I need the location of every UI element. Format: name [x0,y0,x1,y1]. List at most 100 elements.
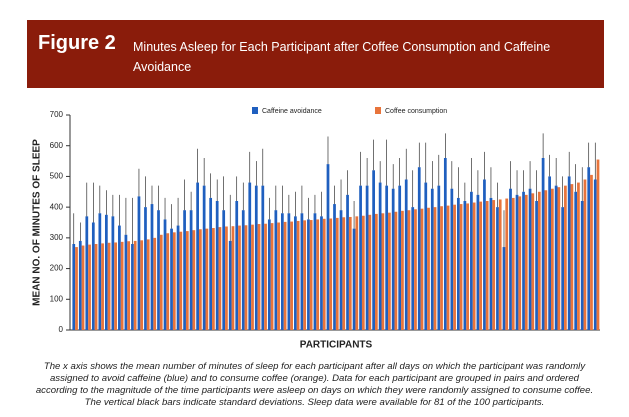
bar [192,230,196,330]
bar [185,231,189,330]
bar [133,240,137,330]
bar [498,199,502,330]
bar [335,217,339,330]
bar [596,159,600,330]
bar [153,237,157,330]
bar [515,194,519,330]
bar [479,201,483,330]
bar [476,194,480,330]
bar [163,219,167,330]
x-axis-label: PARTICIPANTS [300,340,373,351]
bar [404,179,408,330]
bar [329,218,333,330]
bar [359,185,362,330]
bar [309,220,313,330]
bar [485,201,489,330]
bar [348,216,352,330]
bar [290,221,293,330]
legend-swatch [375,107,381,114]
bar [101,243,104,330]
bar [283,221,287,330]
bar [570,184,574,330]
bar [333,204,336,330]
bar [131,244,134,330]
bar [98,213,102,330]
bar [91,222,95,330]
bar [313,213,317,330]
chart: 0 100 200 300 400 500 600 700 MEAN NO. OF MINUTE… [32,107,600,351]
bar [453,204,456,330]
bar [346,194,349,330]
bar [215,201,219,330]
bar [424,182,428,330]
bar [463,201,467,330]
bar [511,197,515,330]
chart-title: Minutes Asleep for Each Participant afte… [133,40,551,74]
bar [401,210,404,330]
bar [111,216,115,330]
y-tick-label: 400 [50,202,64,211]
bar [254,185,258,330]
caption: The x axis shows the mean number of minu… [35,361,594,408]
bar [264,223,267,330]
bar [274,210,278,330]
bar [550,188,554,330]
bar [427,207,430,330]
bar [150,204,154,330]
bar [222,210,226,330]
bar [430,188,434,330]
bar [107,242,111,330]
bar [140,240,144,330]
figure-label: Figure 2 [38,32,116,54]
bar [72,244,76,330]
bar [502,247,506,330]
bar [420,208,424,330]
bar [189,210,193,330]
bar [355,216,359,330]
y-tick-label: 300 [50,233,64,242]
bar [583,179,587,330]
bar [166,233,170,330]
bar [196,182,199,330]
bar [378,182,382,330]
bar [411,207,415,330]
bar [146,239,150,330]
y-tick-label: 0 [59,325,64,334]
bar [270,223,274,330]
bar [365,185,369,330]
bar [225,226,228,330]
bar [170,228,173,330]
bar [261,185,265,330]
bar [303,220,307,330]
bar [352,228,356,330]
bar [179,231,183,330]
bar [505,198,509,330]
bar [567,176,571,330]
bar [522,191,525,330]
bar [176,225,180,330]
bar [159,234,163,330]
bar [590,174,593,330]
bar [218,227,222,330]
bar [580,201,584,330]
bar [94,244,98,330]
bar [144,207,147,330]
bar [172,232,176,330]
y-tick-label: 700 [50,110,64,119]
bar [209,197,213,330]
bar [574,191,578,330]
bar [277,222,280,330]
bar [391,188,395,330]
bar [228,240,232,330]
y-tick-label: 200 [50,264,64,273]
bar [524,194,528,330]
bar [296,220,300,330]
bar [544,190,548,330]
bar [307,219,310,330]
legend-label: Caffeine avoidance [262,108,322,115]
bar [554,185,558,330]
bar [287,213,291,330]
bar [443,158,447,330]
bar [437,185,441,330]
bar [251,224,254,330]
